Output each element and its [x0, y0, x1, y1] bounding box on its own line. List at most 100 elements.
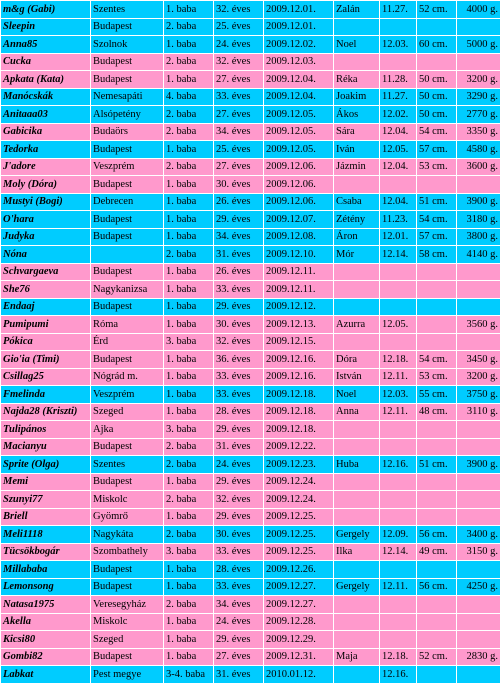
age-cell: 32. éves — [214, 1, 264, 19]
nickname-cell: Macianyu — [1, 438, 91, 456]
city-cell: Budapest — [91, 648, 164, 666]
baby-name-cell — [334, 421, 380, 439]
age-cell: 25. éves — [214, 141, 264, 159]
nickname-cell: J'adore — [1, 158, 91, 176]
weight-cell: 3200 g. — [457, 71, 500, 89]
length-cell: 49 cm. — [417, 543, 457, 561]
baby-name-cell: Noel — [334, 36, 380, 54]
length-cell — [417, 596, 457, 614]
city-cell: Róma — [91, 316, 164, 334]
weight-cell: 3290 g. — [457, 88, 500, 106]
baby-name-cell — [334, 281, 380, 299]
birth-date-cell: 12.11. — [380, 578, 417, 596]
birth-date-cell: 12.01. — [380, 228, 417, 246]
nickname-cell: Millababa — [1, 561, 91, 579]
weight-cell: 3750 g. — [457, 386, 500, 404]
weight-cell — [457, 18, 500, 36]
baby-name-cell: Gergely — [334, 578, 380, 596]
weight-cell: 3150 g. — [457, 543, 500, 561]
weight-cell: 3350 g. — [457, 123, 500, 141]
city-cell: Budapest — [91, 263, 164, 281]
birth-date-cell — [380, 508, 417, 526]
age-cell: 24. éves — [214, 613, 264, 631]
due-date-cell: 2009.12.12. — [264, 298, 334, 316]
age-cell: 32. éves — [214, 53, 264, 71]
baby-number-cell: 2. baba — [164, 438, 214, 456]
birth-date-cell: 11.27. — [380, 1, 417, 19]
due-date-cell: 2009.12.16. — [264, 368, 334, 386]
nickname-cell: Lemonsong — [1, 578, 91, 596]
baby-number-cell: 1. baba — [164, 316, 214, 334]
baby-number-cell: 1. baba — [164, 648, 214, 666]
age-cell: 27. éves — [214, 158, 264, 176]
birth-date-cell — [380, 473, 417, 491]
nickname-cell: Apkata (Kata) — [1, 71, 91, 89]
due-date-cell: 2009.12.15. — [264, 333, 334, 351]
due-date-cell: 2009.12.13. — [264, 316, 334, 334]
baby-number-cell: 2. baba — [164, 123, 214, 141]
city-cell: Budapest — [91, 141, 164, 159]
age-cell: 31. éves — [214, 666, 264, 684]
age-cell: 28. éves — [214, 561, 264, 579]
due-date-cell: 2009.12.05. — [264, 106, 334, 124]
due-date-cell: 2009.12.26. — [264, 561, 334, 579]
birth-date-cell: 11.27. — [380, 88, 417, 106]
city-cell: Budapest — [91, 176, 164, 194]
age-cell: 24. éves — [214, 456, 264, 474]
age-cell: 29. éves — [214, 631, 264, 649]
city-cell: Szombathely — [91, 543, 164, 561]
birth-date-cell: 12.03. — [380, 36, 417, 54]
age-cell: 26. éves — [214, 193, 264, 211]
baby-number-cell: 1. baba — [164, 368, 214, 386]
age-cell: 25. éves — [214, 18, 264, 36]
city-cell: Budapest — [91, 53, 164, 71]
baby-name-cell: Huba — [334, 456, 380, 474]
weight-cell: 4250 g. — [457, 578, 500, 596]
baby-number-cell: 2. baba — [164, 456, 214, 474]
length-cell: 54 cm. — [417, 351, 457, 369]
baby-name-cell — [334, 666, 380, 684]
baby-number-cell: 1. baba — [164, 141, 214, 159]
birth-date-cell — [380, 438, 417, 456]
weight-cell: 4580 g. — [457, 141, 500, 159]
length-cell — [417, 666, 457, 684]
age-cell: 33. éves — [214, 543, 264, 561]
nickname-cell: Gombi82 — [1, 648, 91, 666]
birth-date-cell — [380, 298, 417, 316]
due-date-cell: 2009.12.24. — [264, 473, 334, 491]
baby-number-cell: 1. baba — [164, 263, 214, 281]
city-cell: Nemesapáti — [91, 88, 164, 106]
birth-date-cell: 12.04. — [380, 123, 417, 141]
length-cell: 50 cm. — [417, 106, 457, 124]
age-cell: 27. éves — [214, 71, 264, 89]
length-cell: 50 cm. — [417, 88, 457, 106]
length-cell: 57 cm. — [417, 228, 457, 246]
weight-cell: 5000 g. — [457, 36, 500, 54]
age-cell: 27. éves — [214, 106, 264, 124]
length-cell — [417, 18, 457, 36]
birth-date-cell — [380, 333, 417, 351]
length-cell — [417, 561, 457, 579]
length-cell: 52 cm. — [417, 648, 457, 666]
baby-name-cell: Dóra — [334, 351, 380, 369]
baby-name-cell — [334, 596, 380, 614]
baby-number-cell: 3. baba — [164, 421, 214, 439]
length-cell — [417, 176, 457, 194]
city-cell: Budapest — [91, 561, 164, 579]
baby-number-cell: 1. baba — [164, 211, 214, 229]
birth-date-cell — [380, 18, 417, 36]
length-cell: 60 cm. — [417, 36, 457, 54]
length-cell — [417, 316, 457, 334]
